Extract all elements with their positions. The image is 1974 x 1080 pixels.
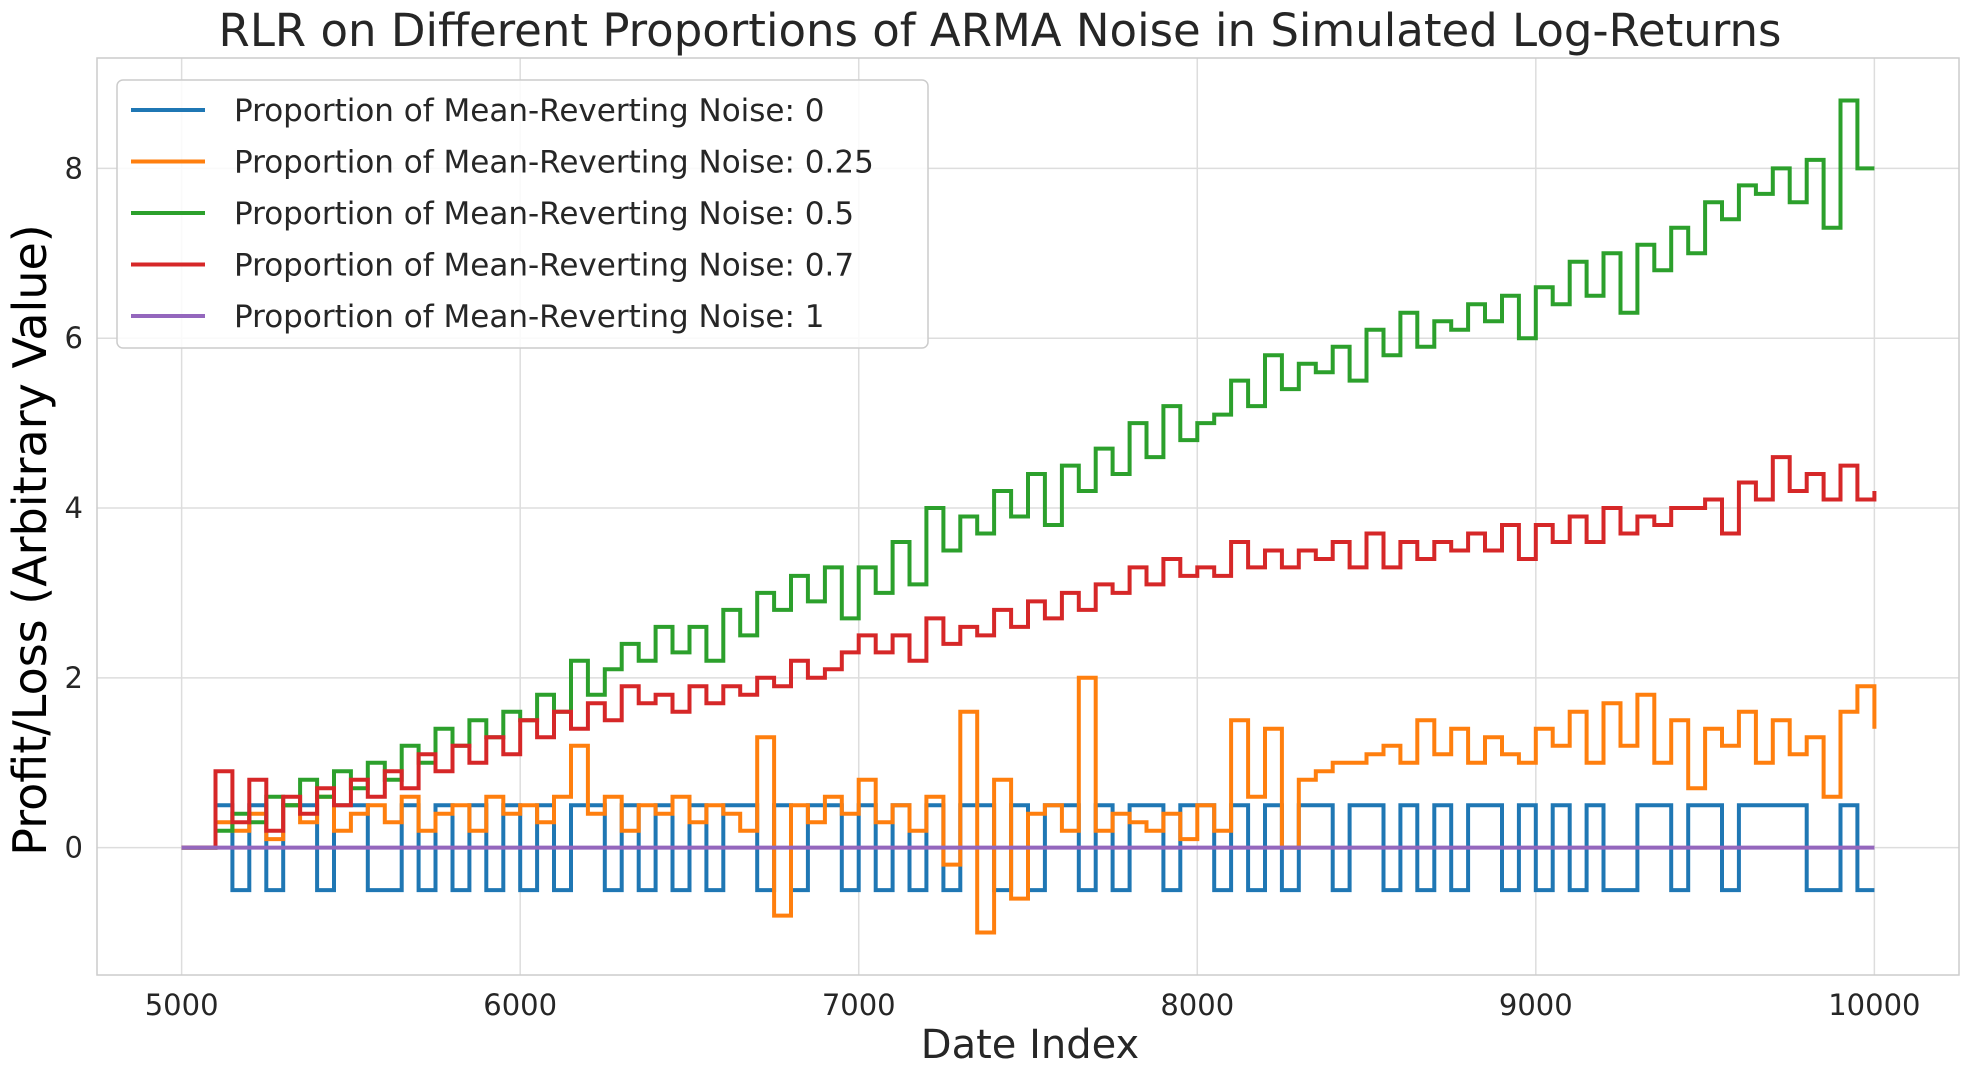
- legend-label-2: Proportion of Mean-Reverting Noise: 0.5: [234, 196, 854, 232]
- series-line-3: [181, 455, 1877, 850]
- y-tick-label-3: 6: [65, 321, 83, 355]
- y-axis-label: Profit/Loss (Arbitrary Value): [3, 224, 57, 855]
- x-tick-label-2: 7000: [822, 988, 896, 1022]
- legend-label-4: Proportion of Mean-Reverting Noise: 1: [234, 299, 825, 335]
- y-tick-label-1: 2: [65, 661, 83, 695]
- plot-frame: [96, 57, 1960, 976]
- x-tick-label-0: 5000: [145, 988, 219, 1022]
- y-tick-label-2: 4: [65, 491, 83, 525]
- chart-title: RLR on Different Proportions of ARMA Noi…: [219, 4, 1782, 57]
- legend-box: [116, 79, 929, 349]
- legend-label-0: Proportion of Mean-Reverting Noise: 0: [234, 93, 825, 129]
- x-tick-labels: 5000 6000 7000 8000 9000 10000: [145, 988, 1921, 1022]
- legend-items: Proportion of Mean-Reverting Noise: 0 Pro…: [131, 93, 874, 335]
- legend-label-1: Proportion of Mean-Reverting Noise: 0.25: [234, 145, 874, 181]
- x-tick-label-3: 8000: [1160, 988, 1234, 1022]
- y-tick-label-0: 0: [65, 831, 83, 865]
- legend-label-3: Proportion of Mean-Reverting Noise: 0.7: [234, 248, 854, 284]
- series-line-2: [181, 98, 1875, 850]
- legend: Proportion of Mean-Reverting Noise: 0 Pro…: [116, 79, 929, 349]
- x-tick-label-1: 6000: [483, 988, 557, 1022]
- x-axis-label: Date Index: [921, 1022, 1139, 1068]
- y-tick-label-4: 8: [65, 151, 83, 185]
- y-tick-labels: 0 2 4 6 8: [65, 151, 83, 864]
- x-tick-label-5: 10000: [1828, 988, 1920, 1022]
- series-layer: [181, 98, 1877, 935]
- series-line-1: [181, 675, 1877, 935]
- x-tick-label-4: 9000: [1499, 988, 1573, 1022]
